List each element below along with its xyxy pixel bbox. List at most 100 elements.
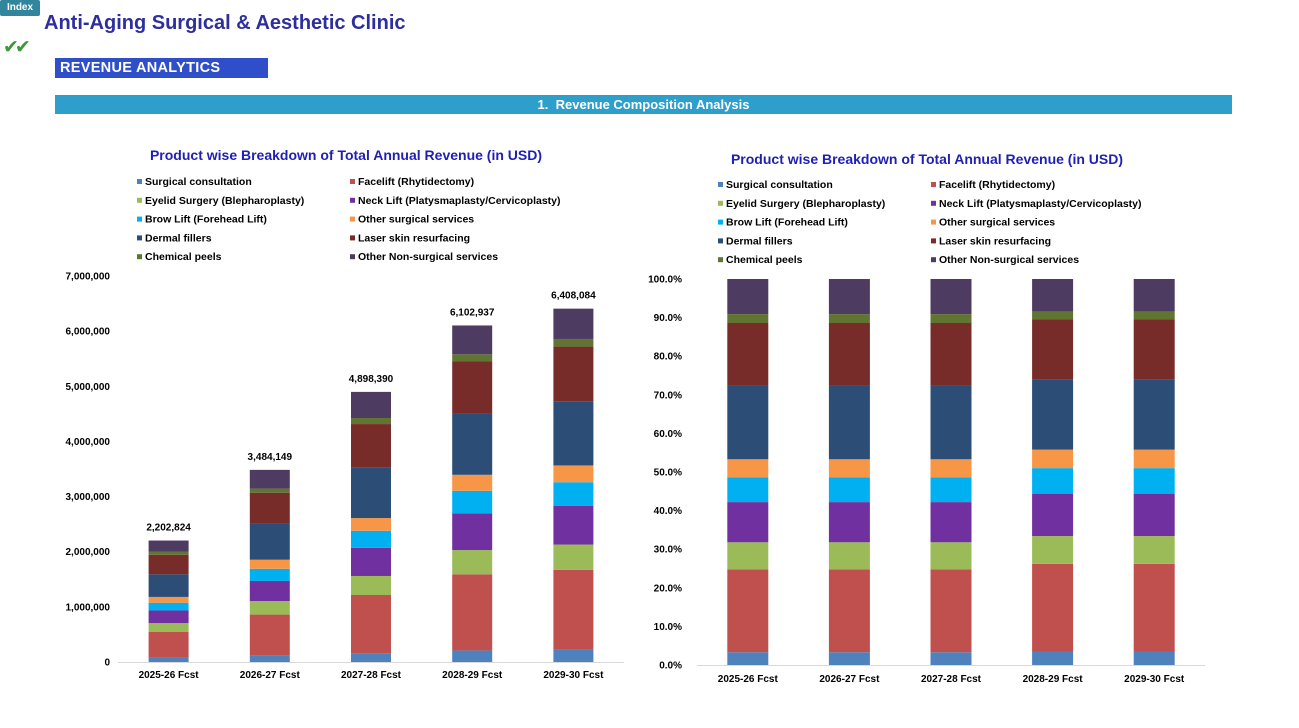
bar-segment <box>148 540 189 552</box>
y-tick-label: 60.0% <box>654 429 682 440</box>
bar-segment <box>249 559 290 569</box>
legend-swatch <box>718 238 723 244</box>
bar-segment <box>1032 536 1074 564</box>
band-title: Revenue Composition Analysis <box>555 97 750 112</box>
bar-segment <box>351 653 391 662</box>
bar-segment <box>1133 468 1175 495</box>
bar-segment <box>553 505 594 545</box>
bar-segment <box>828 459 870 478</box>
section-band: 1. Revenue Composition Analysis <box>55 95 1232 114</box>
y-tick-label: 5,000,000 <box>66 382 111 393</box>
x-tick-label: 2026-27 Fcst <box>819 674 880 685</box>
y-tick-label: 4,000,000 <box>66 437 111 448</box>
legend-swatch <box>931 182 936 187</box>
legend-swatch <box>718 219 723 225</box>
y-tick-label: 70.0% <box>654 390 682 401</box>
legend-label: Eyelid Surgery (Blepharoplasty) <box>726 198 885 210</box>
bar-segment <box>553 482 594 506</box>
legend-swatch <box>350 216 355 222</box>
bar-segment <box>553 338 594 347</box>
bar-segment <box>249 469 290 489</box>
y-tick-label: 1,000,000 <box>66 602 111 613</box>
bar-segment <box>1133 563 1175 652</box>
total-data-label: 2,202,824 <box>146 523 191 534</box>
bar-segment <box>727 385 769 460</box>
bar-segment <box>249 601 290 615</box>
x-tick-label: 2027-28 Fcst <box>341 670 402 681</box>
bar-segment <box>452 650 493 662</box>
bar-segment <box>148 596 189 603</box>
legend-label: Brow Lift (Forehead Lift) <box>726 217 848 229</box>
y-tick-label: 6,000,000 <box>66 327 111 338</box>
y-tick-label: 30.0% <box>654 545 682 556</box>
index-button[interactable]: Index <box>0 0 40 16</box>
legend-label: Neck Lift (Platysmaplasty/Cervicoplasty) <box>939 198 1142 210</box>
bar-segment <box>148 551 189 555</box>
bar-segment <box>452 361 493 414</box>
bar-segment <box>727 323 769 386</box>
bar-segment <box>727 569 769 653</box>
bar-segment <box>828 385 870 460</box>
bar-segment <box>727 279 769 315</box>
x-tick-label: 2025-26 Fcst <box>718 674 779 685</box>
legend-swatch <box>350 235 355 241</box>
y-tick-label: 90.0% <box>654 313 682 324</box>
bar-segment <box>553 544 594 570</box>
bar-segment <box>249 492 290 524</box>
bar-segment <box>249 580 290 602</box>
y-tick-label: 40.0% <box>654 506 682 517</box>
bar-segment <box>148 610 189 624</box>
section-label: REVENUE ANALYTICS <box>55 58 268 78</box>
y-tick-label: 10.0% <box>654 622 682 633</box>
bar-segment <box>1032 449 1074 469</box>
legend-swatch <box>137 216 142 222</box>
legend-label: Other Non-surgical services <box>939 254 1079 266</box>
bar-segment <box>1133 536 1175 564</box>
bar-segment <box>148 554 189 575</box>
bar-segment <box>828 279 870 315</box>
bar-segment <box>930 652 972 665</box>
legend-label: Other surgical services <box>358 214 474 226</box>
bar-segment <box>1133 379 1175 450</box>
legend-label: Other Non-surgical services <box>358 251 498 263</box>
legend-swatch <box>137 254 142 260</box>
bar-segment <box>351 530 391 548</box>
bar-segment <box>1032 468 1074 495</box>
y-tick-label: 80.0% <box>654 352 682 363</box>
bar-segment <box>828 314 870 324</box>
bar-segment <box>553 346 594 402</box>
legend-swatch <box>931 219 936 225</box>
bar-segment <box>148 574 189 597</box>
y-tick-label: 3,000,000 <box>66 492 111 503</box>
bar-segment <box>452 325 493 355</box>
bar-segment <box>1032 279 1074 312</box>
bar-segment <box>351 417 391 425</box>
legend-label: Neck Lift (Platysmaplasty/Cervicoplasty) <box>358 195 561 207</box>
bar-segment <box>1032 311 1074 320</box>
x-tick-label: 2025-26 Fcst <box>139 670 200 681</box>
bar-segment <box>452 474 493 491</box>
bar-segment <box>1133 311 1175 320</box>
page-title: Anti-Aging Surgical & Aesthetic Clinic <box>44 12 406 34</box>
bar-segment <box>930 569 972 653</box>
legend-label: Dermal fillers <box>145 232 212 244</box>
bar-segment <box>828 542 870 570</box>
bar-segment <box>452 354 493 362</box>
bar-segment <box>249 488 290 493</box>
bar-segment <box>351 467 391 519</box>
bar-segment <box>553 649 594 662</box>
band-number: 1. <box>537 97 549 112</box>
y-tick-label: 0 <box>104 658 110 669</box>
bar-segment <box>828 569 870 653</box>
bar-segment <box>1032 494 1074 537</box>
y-tick-label: 7,000,000 <box>66 272 111 283</box>
bar-segment <box>351 547 391 576</box>
y-tick-label: 2,000,000 <box>66 547 111 558</box>
y-tick-label: 0.0% <box>659 661 682 672</box>
bar-segment <box>1032 563 1074 652</box>
bar-segment <box>930 323 972 386</box>
bar-segment <box>930 385 972 460</box>
bar-segment <box>930 502 972 543</box>
bar-segment <box>930 477 972 503</box>
x-tick-label: 2029-30 Fcst <box>543 670 604 681</box>
